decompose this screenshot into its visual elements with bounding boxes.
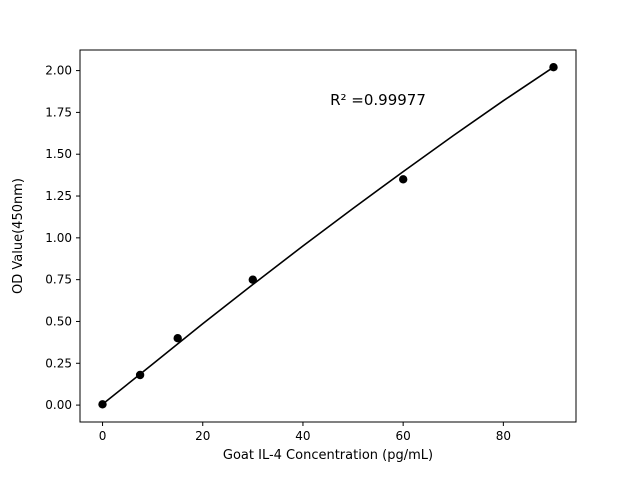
data-points (98, 62, 558, 409)
x-tick-label: 20 (195, 429, 210, 443)
y-axis-ticks: 0.00 0.25 0.50 0.75 1.00 1.25 1.50 1.75 2.00 (45, 64, 80, 412)
y-tick-label: 2.00 (45, 64, 72, 78)
y-tick-label: 1.00 (45, 231, 72, 245)
r-squared-annotation: R² =0.99977 (330, 91, 426, 109)
data-point (549, 62, 558, 72)
x-tick-label: 40 (295, 429, 310, 443)
y-tick-label: 0.25 (45, 356, 72, 370)
y-tick-label: 1.75 (45, 105, 72, 119)
y-tick-label: 0.00 (45, 398, 72, 412)
fit-line (101, 66, 555, 406)
data-point (248, 275, 257, 284)
axes-box (79, 49, 577, 423)
data-point (399, 175, 408, 184)
x-tick-label: 60 (396, 429, 411, 443)
y-axis-label: OD Value(450nm) (11, 178, 26, 294)
x-tick-label: 0 (99, 429, 107, 443)
data-point (135, 370, 145, 380)
x-axis-ticks: 0 20 40 60 80 (99, 422, 511, 443)
fit-line-path (101, 66, 555, 406)
x-axis-label: Goat IL-4 Concentration (pg/mL) (223, 448, 433, 463)
data-point (98, 400, 107, 409)
x-tick-label: 80 (496, 429, 511, 443)
y-tick-label: 0.75 (45, 273, 72, 287)
y-tick-label: 0.50 (45, 314, 72, 328)
data-point (173, 334, 182, 343)
plot-area (79, 49, 577, 423)
y-tick-label: 1.50 (45, 147, 72, 161)
y-tick-label: 1.25 (45, 189, 72, 203)
